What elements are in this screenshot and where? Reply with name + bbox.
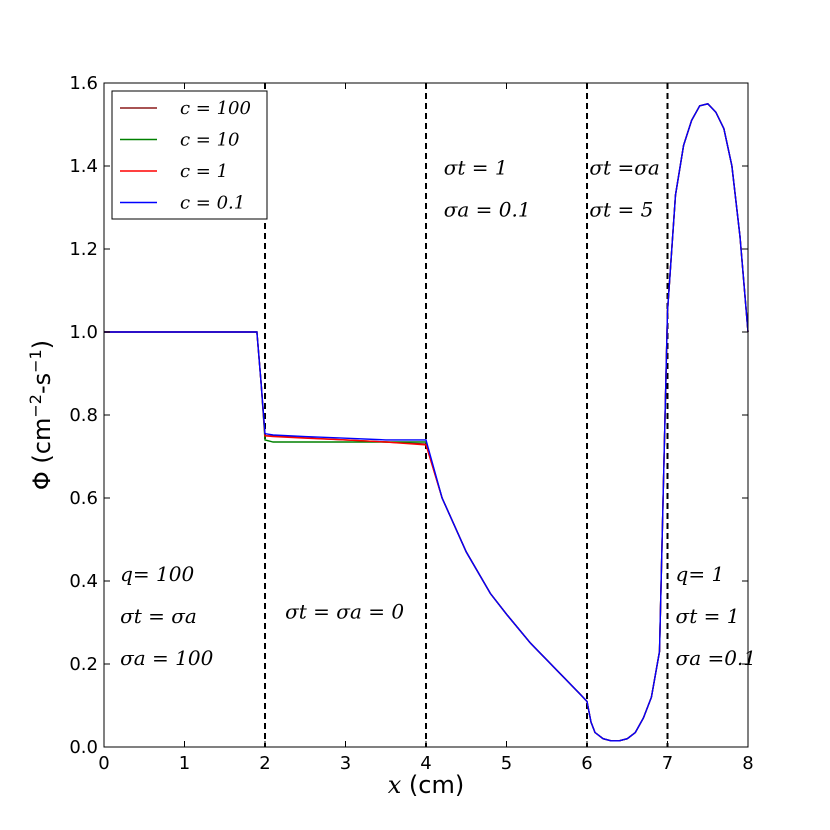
x-label-unit: (cm) — [401, 771, 464, 799]
legend-label-3: c = 0.1 — [180, 193, 245, 214]
annotation-4-line-0: q= 1 — [676, 562, 725, 586]
annotation-3-line-1: σt = 5 — [589, 197, 653, 221]
y-label-part-0: Φ (cm — [28, 418, 56, 490]
x-tick-label-5: 5 — [501, 753, 512, 774]
region-annotations: q= 100 σt = σa σa = 100 σt = σa = 0 σt = 1 σa… — [120, 155, 756, 670]
axis-ticks: 0 1 2 3 4 5 6 7 8 0.0 0.2 0.4 0.6 0.8 1.0 1.2 1.4 1.6 — [69, 73, 753, 774]
x-tick-label-1: 1 — [179, 753, 190, 774]
y-axis-label: Φ (cm−2-s−1) — [26, 340, 56, 490]
annotation-4-line-1: σt = 1 — [676, 604, 740, 628]
legend: c = 100 c = 10 c = 1 c = 0.1 — [111, 90, 268, 220]
x-tick-label-3: 3 — [340, 753, 351, 774]
annotation-4-line-2: σa =0.1 — [676, 646, 757, 670]
legend-box — [111, 90, 268, 220]
annotation-1-line-0: σt = σa = 0 — [285, 599, 404, 623]
x-tick-label-4: 4 — [420, 753, 431, 774]
y-tick-label-6: 1.2 — [69, 239, 98, 260]
y-tick-label-2: 0.4 — [69, 571, 98, 592]
x-tick-label-0: 0 — [98, 753, 109, 774]
y-tick-label-1: 0.2 — [69, 654, 98, 675]
y-tick-label-0: 0.0 — [69, 737, 98, 758]
annotation-2-line-1: σa = 0.1 — [444, 197, 531, 221]
y-tick-label-3: 0.6 — [69, 488, 98, 509]
legend-label-2: c = 1 — [180, 161, 228, 182]
legend-label-0: c = 100 — [180, 98, 251, 119]
series-lines — [104, 103, 749, 742]
annotation-3-line-0: σt =σa — [589, 155, 659, 179]
y-label-part-2: -s — [28, 373, 56, 394]
x-tick-label-8: 8 — [742, 753, 753, 774]
y-label-part-3: −1 — [26, 349, 45, 373]
x-tick-label-2: 2 — [259, 753, 270, 774]
y-tick-label-7: 1.4 — [69, 156, 98, 177]
annotation-0-line-2: σa = 100 — [120, 646, 213, 670]
y-label-part-4: ) — [28, 340, 56, 349]
annotation-0-line-0: q= 100 — [120, 562, 194, 586]
legend-label-1: c = 10 — [180, 130, 240, 151]
x-tick-label-6: 6 — [581, 753, 592, 774]
y-tick-label-8: 1.6 — [69, 73, 98, 94]
y-tick-label-4: 0.8 — [69, 405, 98, 426]
y-label-part-1: −2 — [26, 394, 45, 418]
annotation-0-line-1: σt = σa — [120, 604, 197, 628]
x-axis-label: x (cm) — [388, 771, 464, 799]
series-line-3 — [104, 103, 749, 742]
x-label-var: x — [388, 771, 402, 799]
annotation-2-line-0: σt = 1 — [444, 155, 508, 179]
x-tick-label-7: 7 — [662, 753, 673, 774]
y-tick-label-5: 1.0 — [69, 322, 98, 343]
